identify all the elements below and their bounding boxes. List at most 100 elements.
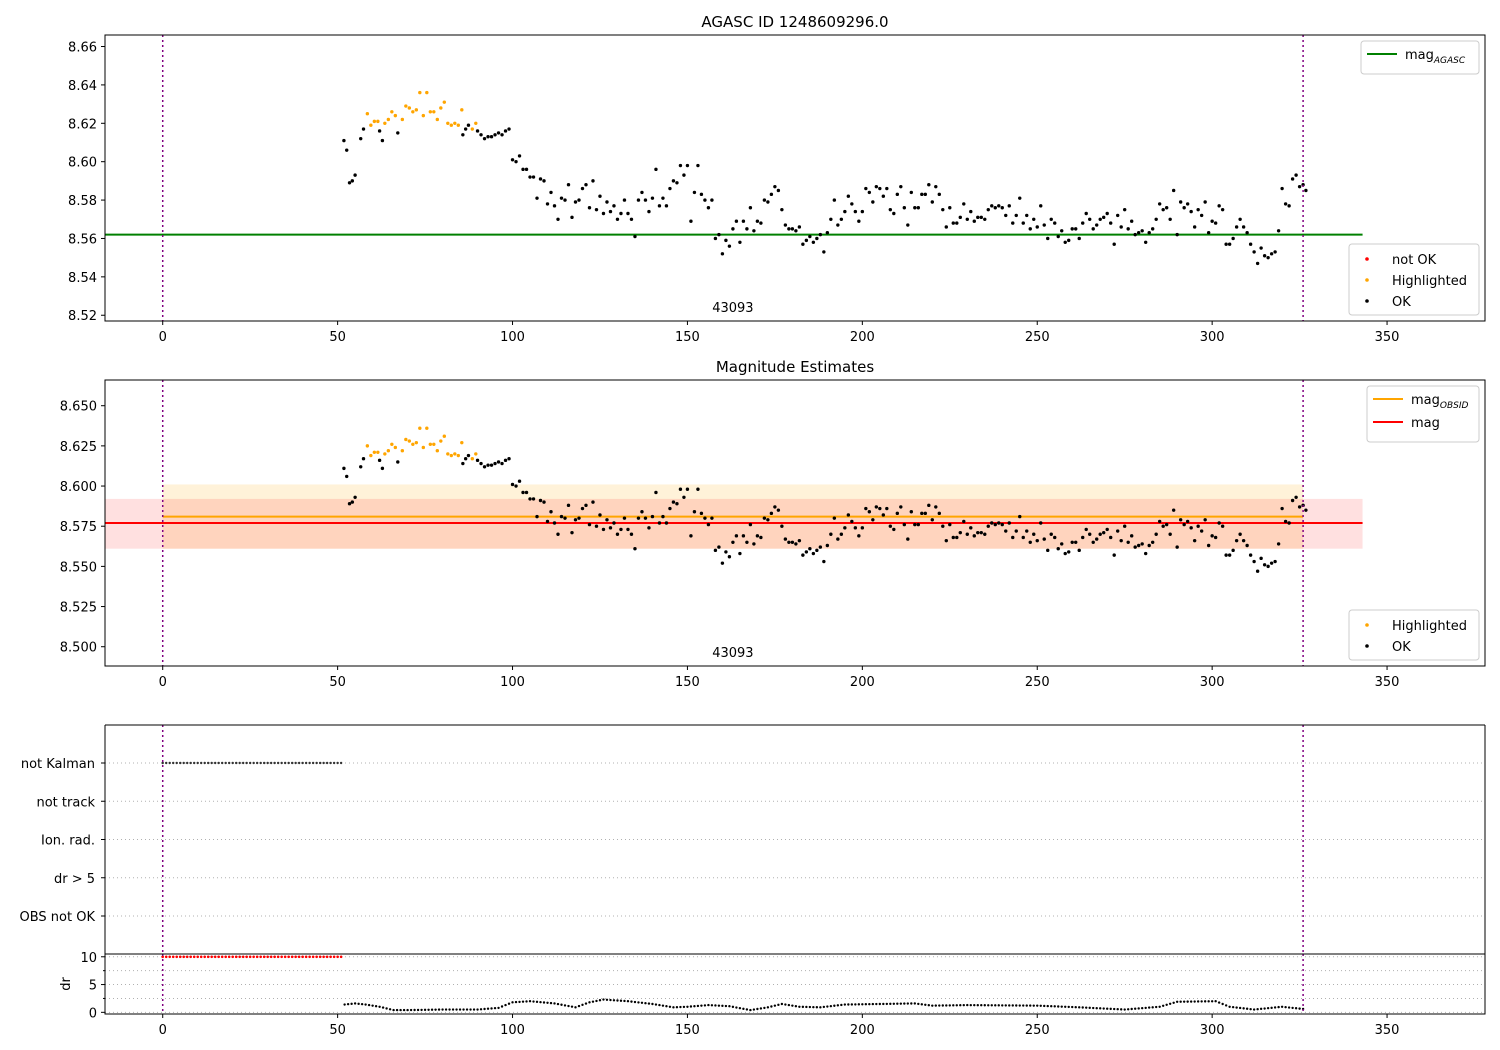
highlighted-point (400, 117, 405, 122)
ok-point (486, 463, 490, 467)
ok-point (1276, 542, 1281, 546)
ok-point (881, 513, 886, 517)
ok-point (1234, 538, 1239, 543)
ok-point (479, 461, 483, 466)
ok-point (990, 521, 994, 525)
ok-point (1074, 540, 1078, 544)
x-tick-label: 50 (329, 330, 346, 345)
ok-point (678, 163, 683, 168)
dr-point (623, 999, 626, 1003)
highlighted-point (383, 452, 387, 456)
highlighted-point (442, 100, 447, 104)
dr-point (819, 1006, 822, 1009)
legend-point-label: OK (1392, 640, 1411, 655)
ok-point (1122, 207, 1127, 212)
dr-point (826, 1005, 829, 1008)
dr-capped-point (168, 955, 172, 959)
dr-point (1284, 1005, 1287, 1009)
ok-point (1269, 252, 1274, 256)
dr-point (1280, 1005, 1284, 1008)
y-axis-label: dr (59, 977, 74, 991)
ok-point (570, 215, 574, 220)
ok-point (479, 133, 483, 137)
dr-point (399, 1008, 402, 1012)
dr-capped-point (266, 955, 269, 959)
ok-point (1161, 207, 1165, 212)
ok-point (552, 521, 557, 525)
dr-point (696, 1004, 700, 1008)
ok-point (577, 516, 581, 520)
ok-point (503, 458, 508, 463)
ok-point (832, 198, 837, 202)
dr-point (584, 1002, 588, 1005)
ok-point (1290, 498, 1295, 503)
dr-capped-point (325, 955, 329, 959)
highlighted-point (442, 434, 447, 438)
ok-point (843, 526, 847, 530)
flag-point (182, 761, 185, 765)
ok-point (766, 200, 770, 204)
ok-point (895, 192, 900, 197)
ok-point (1011, 535, 1015, 540)
obsid-annotation: 43093 (712, 646, 753, 661)
ok-point (955, 221, 959, 225)
ok-point (1192, 538, 1197, 543)
ok-point (1266, 255, 1270, 260)
x-tick-label: 200 (850, 1023, 875, 1038)
dr-point (500, 1005, 504, 1008)
flag-point (325, 761, 329, 765)
highlighted-point (432, 110, 436, 114)
panel-title: Magnitude Estimates (716, 358, 874, 376)
dr-point (1179, 1000, 1182, 1003)
dr-point (374, 1005, 378, 1008)
flag-point (294, 761, 297, 765)
dr-point (420, 1008, 423, 1012)
dr-point (413, 1008, 416, 1012)
y-tick-label: 8.575 (60, 520, 97, 535)
ok-point (1276, 229, 1281, 233)
y-tick-label: 8.625 (60, 440, 97, 455)
ok-point (874, 505, 879, 509)
dr-point (700, 1004, 703, 1007)
ok-point (843, 209, 847, 214)
ok-point (1206, 231, 1211, 235)
ok-point (1067, 550, 1071, 554)
dr-point (602, 998, 605, 1001)
highlighted-point (453, 121, 457, 125)
ok-point (1206, 543, 1211, 548)
ok-point (871, 518, 875, 522)
dr-point (444, 1008, 448, 1011)
legend-line-label: mag (1411, 416, 1440, 431)
x-tick-label: 250 (1025, 1023, 1050, 1038)
ok-point (920, 192, 924, 197)
highlighted-point (383, 121, 387, 125)
ok-point (689, 219, 693, 223)
dr-point (801, 1005, 805, 1009)
ok-point (1039, 204, 1043, 208)
dr-point (780, 1002, 784, 1006)
highlighted-point (407, 106, 412, 110)
ok-point (482, 136, 487, 141)
ok-point (1168, 532, 1172, 536)
legend-point-swatch (1365, 257, 1369, 261)
dr-capped-point (259, 955, 262, 959)
dr-point (507, 1002, 511, 1005)
ok-point (867, 190, 872, 195)
ok-point (1088, 217, 1092, 221)
dr-point (1186, 1000, 1189, 1003)
flag-point (336, 761, 339, 765)
point-legend-box (1348, 243, 1480, 316)
dr-point (1067, 1005, 1070, 1009)
ok-point (1060, 542, 1064, 546)
ok-point (1175, 232, 1179, 237)
ok-point (612, 521, 616, 525)
ok-point (1056, 547, 1060, 551)
ok-point (696, 487, 700, 491)
dr-point (1214, 1000, 1217, 1003)
dr-point (1147, 1006, 1151, 1009)
dr-point (626, 1000, 630, 1003)
dr-point (1015, 1004, 1018, 1007)
flag-point (304, 761, 308, 765)
highlighted-point (456, 453, 461, 458)
ok-point (535, 196, 539, 200)
